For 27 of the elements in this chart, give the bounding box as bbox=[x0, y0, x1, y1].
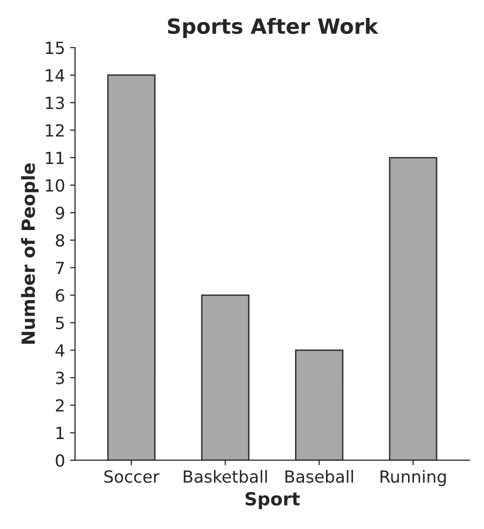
x-axis-title: Sport bbox=[246, 492, 300, 510]
y-tick-label: 10 bbox=[46, 179, 64, 192]
bar bbox=[201, 294, 250, 460]
y-tick-label: 13 bbox=[46, 96, 64, 110]
bar bbox=[388, 156, 438, 460]
y-tick-label: 8 bbox=[56, 234, 64, 247]
y-axis-title: Number of People bbox=[21, 163, 39, 344]
y-tick-label: 6 bbox=[56, 289, 64, 302]
y-tick-label: 0 bbox=[56, 454, 64, 467]
y-tick-label: 14 bbox=[46, 69, 64, 82]
x-tick-label: Running bbox=[380, 470, 446, 486]
y-tick-label: 9 bbox=[56, 206, 64, 220]
y-tick-label: 15 bbox=[46, 42, 64, 54]
y-tick-label: 4 bbox=[56, 344, 64, 357]
chart-title: Sports After Work bbox=[168, 18, 378, 38]
y-tick-label: 2 bbox=[56, 399, 64, 412]
x-tick-label: Baseball bbox=[286, 470, 353, 483]
y-tick-label: 5 bbox=[56, 316, 64, 330]
x-tick-label: Soccer bbox=[104, 470, 160, 483]
y-tick-label: 7 bbox=[56, 262, 64, 274]
y-tick-label: 3 bbox=[56, 372, 64, 384]
bar bbox=[107, 74, 156, 460]
x-tick-label: Basketball bbox=[184, 470, 267, 483]
y-tick-label: 1 bbox=[56, 426, 64, 440]
y-tick-label: 11 bbox=[46, 152, 64, 164]
bar bbox=[295, 350, 344, 460]
y-tick-label: 12 bbox=[46, 124, 64, 136]
